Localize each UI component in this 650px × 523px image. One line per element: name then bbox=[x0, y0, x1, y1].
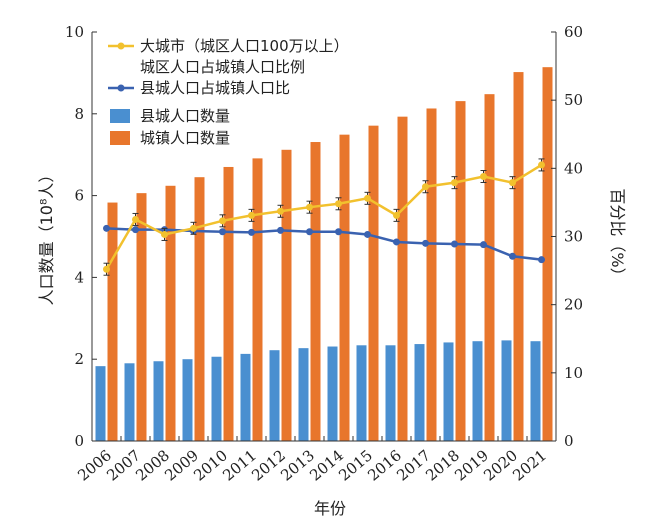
point-bigcity-share-2007 bbox=[132, 215, 139, 223]
bar-urban-2017 bbox=[426, 108, 437, 441]
legend-bigcity-label-1: 大城市（城区人口100万以上） bbox=[140, 37, 349, 55]
point-bigcity-share-2018 bbox=[451, 179, 458, 187]
bar-county-2015 bbox=[356, 345, 367, 441]
point-county-share-2007 bbox=[132, 226, 139, 234]
point-county-share-2019 bbox=[480, 241, 487, 249]
y-right-tick-40: 40 bbox=[564, 159, 583, 177]
bar-county-2014 bbox=[327, 346, 338, 441]
x-axis-title: 年份 bbox=[314, 499, 346, 518]
y-right-tick-50: 50 bbox=[564, 91, 583, 109]
y-axis-right-title: 百分比（%） bbox=[608, 188, 627, 283]
point-bigcity-share-2012 bbox=[277, 207, 284, 215]
point-county-share-2011 bbox=[248, 228, 255, 236]
bar-urban-2007 bbox=[136, 193, 147, 441]
legend-urban-bar-label: 城镇人口数量 bbox=[140, 129, 230, 147]
y-right-tick-0: 0 bbox=[564, 432, 574, 450]
point-bigcity-share-2014 bbox=[335, 200, 342, 208]
point-bigcity-share-2011 bbox=[248, 211, 255, 219]
point-county-share-2020 bbox=[509, 252, 516, 260]
point-bigcity-share-2015 bbox=[364, 194, 371, 202]
bar-urban-2016 bbox=[397, 116, 408, 442]
bar-county-2020 bbox=[501, 340, 512, 441]
bar-urban-2010 bbox=[223, 166, 234, 441]
bar-urban-2009 bbox=[194, 177, 205, 441]
bar-county-2006 bbox=[95, 366, 106, 441]
bar-urban-2008 bbox=[165, 185, 176, 441]
bar-county-2019 bbox=[472, 341, 483, 441]
y-left-tick-0: 0 bbox=[74, 432, 84, 450]
y-axis-left-title: 人口数量（10⁸人） bbox=[37, 167, 56, 306]
bar-county-2007 bbox=[124, 363, 135, 441]
line-bigcity-share bbox=[105, 163, 543, 270]
legend-county-line-label: 县城人口占城镇人口比 bbox=[140, 79, 290, 97]
point-bigcity-share-2008 bbox=[161, 230, 168, 238]
point-bigcity-share-2019 bbox=[480, 173, 487, 181]
y-right-tick-60: 60 bbox=[564, 23, 583, 41]
y-right-tick-20: 20 bbox=[564, 296, 583, 314]
bar-county-2018 bbox=[443, 342, 454, 441]
bar-county-2017 bbox=[414, 344, 425, 441]
bar-county-2008 bbox=[153, 361, 164, 441]
legend-bigcity-marker bbox=[117, 42, 125, 50]
bar-urban-2011 bbox=[252, 158, 263, 442]
point-county-share-2006 bbox=[103, 224, 110, 232]
point-bigcity-share-2021 bbox=[538, 161, 545, 169]
y-left-tick-8: 8 bbox=[74, 105, 84, 123]
bar-urban-2014 bbox=[339, 134, 350, 441]
point-bigcity-share-2020 bbox=[509, 179, 516, 187]
bar-urban-2021 bbox=[542, 67, 553, 441]
bar-urban-2019 bbox=[484, 94, 495, 441]
bar-county-2009 bbox=[182, 359, 193, 441]
y-left-tick-10: 10 bbox=[65, 23, 84, 41]
y-left-tick-4: 4 bbox=[74, 268, 84, 286]
point-county-share-2021 bbox=[538, 256, 545, 264]
point-county-share-2014 bbox=[335, 228, 342, 236]
bar-county-2021 bbox=[530, 341, 541, 441]
point-county-share-2010 bbox=[219, 228, 226, 236]
bar-county-2012 bbox=[269, 350, 280, 441]
legend-county-bar-label: 县城人口数量 bbox=[140, 107, 230, 125]
bar-county-2010 bbox=[211, 356, 222, 441]
point-bigcity-share-2016 bbox=[393, 211, 400, 219]
y-left-tick-2: 2 bbox=[74, 350, 84, 368]
bar-urban-2015 bbox=[368, 125, 379, 441]
lines-group bbox=[103, 158, 545, 276]
legend-county-marker bbox=[117, 84, 125, 92]
point-county-share-2012 bbox=[277, 226, 284, 234]
point-county-share-2013 bbox=[306, 228, 313, 236]
bar-urban-2012 bbox=[281, 149, 292, 442]
point-bigcity-share-2009 bbox=[190, 224, 197, 232]
bar-urban-2006 bbox=[107, 202, 118, 441]
point-county-share-2018 bbox=[451, 240, 458, 248]
point-bigcity-share-2013 bbox=[306, 203, 313, 211]
y-right-tick-30: 30 bbox=[564, 228, 583, 246]
bar-urban-2018 bbox=[455, 101, 466, 441]
point-bigcity-share-2010 bbox=[219, 217, 226, 225]
bar-urban-2013 bbox=[310, 142, 321, 441]
bar-county-2016 bbox=[385, 345, 396, 441]
point-county-share-2017 bbox=[422, 239, 429, 247]
bar-county-2011 bbox=[240, 353, 251, 441]
bar-county-2013 bbox=[298, 348, 309, 441]
y-left-tick-6: 6 bbox=[74, 187, 84, 205]
point-bigcity-share-2006 bbox=[103, 265, 110, 273]
point-bigcity-share-2017 bbox=[422, 183, 429, 191]
legend: 大城市（城区人口100万以上） 城区人口占城镇人口比例 县城人口占城镇人口比 县… bbox=[108, 37, 349, 147]
point-county-share-2015 bbox=[364, 230, 371, 238]
legend-urban-bar-swatch bbox=[110, 131, 130, 145]
legend-county-bar-swatch bbox=[110, 109, 130, 123]
legend-bigcity-label-2: 城区人口占城镇人口比例 bbox=[140, 58, 305, 76]
point-county-share-2016 bbox=[393, 238, 400, 246]
x-tick-2021: 2021 bbox=[509, 446, 550, 484]
y-right-tick-10: 10 bbox=[564, 364, 583, 382]
